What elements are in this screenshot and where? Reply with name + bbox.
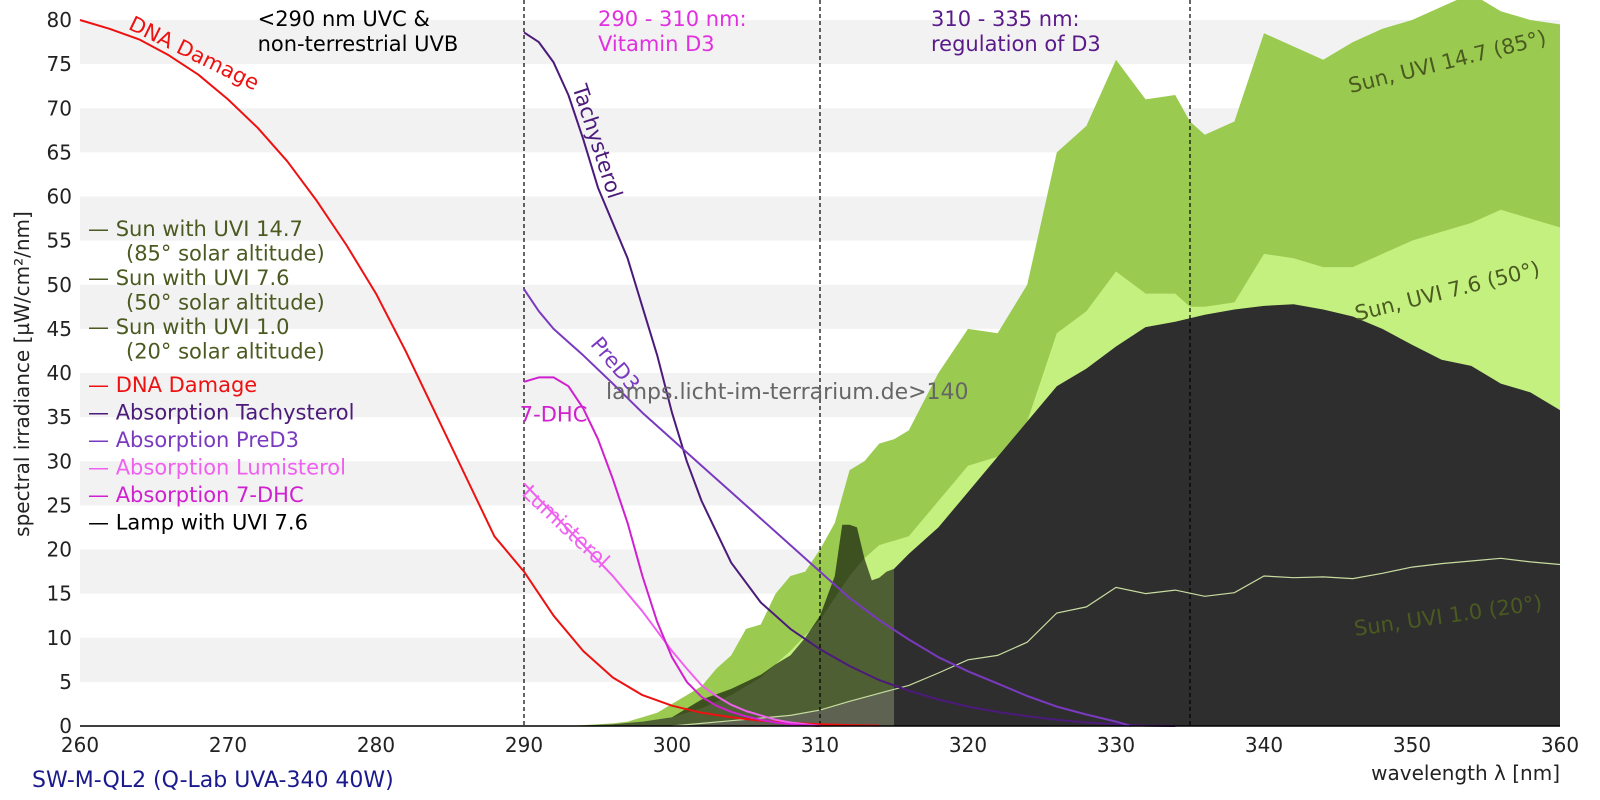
y-axis-label: spectral irradiance [µW/cm²/nm]	[10, 211, 34, 537]
legend: — Sun with UVI 14.7 (85° solar altitude)—…	[88, 217, 355, 535]
y-tick-label: 45	[47, 317, 72, 341]
y-tick-label: 15	[47, 582, 72, 606]
y-tick-label: 75	[47, 52, 72, 76]
y-tick-label: 30	[47, 449, 72, 473]
legend-entry-symbol: —	[88, 315, 116, 339]
y-tick-label: 60	[47, 185, 72, 209]
range-header-line: <290 nm UVC &	[258, 7, 430, 31]
x-tick-label: 260	[61, 733, 99, 757]
y-tick-label: 10	[47, 626, 72, 650]
x-tick-label: 330	[1097, 733, 1135, 757]
legend-entry-line: (20° solar altitude)	[126, 340, 325, 364]
y-tick-label: 0	[59, 714, 72, 738]
x-tick-label: 310	[801, 733, 839, 757]
series-dna-damage	[79, 19, 880, 727]
range-header: 290 - 310 nm: Vitamin D3	[598, 7, 747, 56]
legend-entry-symbol: —	[88, 483, 116, 507]
x-axis-label: wavelength λ [nm]	[1371, 761, 1560, 785]
legend-entry-lamp-with-uvi-7-6: — Lamp with UVI 7.6	[88, 511, 308, 535]
range-header: <290 nm UVC & non-terrestrial UVB	[258, 7, 459, 56]
legend-entry-symbol: —	[88, 373, 116, 397]
range-header-line: Vitamin D3	[598, 32, 715, 56]
x-tick-label: 350	[1393, 733, 1431, 757]
legend-entry-line: Absorption 7-DHC	[116, 483, 304, 507]
y-tick-label: 80	[47, 8, 72, 32]
y-tick-label: 20	[47, 538, 72, 562]
legend-entry-sun-with-uvi-14-7: — Sun with UVI 14.7 (85° solar altitude)	[88, 217, 325, 266]
range-headers: <290 nm UVC & non-terrestrial UVB 290 - 31…	[258, 7, 1101, 56]
legend-entry-sun-with-uvi-7-6: — Sun with UVI 7.6 (50° solar altitude)	[88, 266, 325, 315]
absorption-curves	[79, 19, 1176, 727]
footer-lamp-name: SW-M-QL2 (Q-Lab UVA-340 40W)	[32, 768, 394, 793]
y-tick-label: 70	[47, 96, 72, 120]
legend-entry-symbol: —	[88, 217, 116, 241]
legend-entry-absorption-7-dhc: — Absorption 7-DHC	[88, 483, 304, 507]
x-tick-label: 360	[1541, 733, 1579, 757]
x-tick-label: 280	[357, 733, 395, 757]
range-divider-lines	[523, 0, 1191, 726]
area-lamp-with-uvi-7-6	[894, 304, 1560, 726]
legend-entry-line: Sun with UVI 7.6	[116, 266, 290, 290]
area-lamp-with-uvi-7-6	[568, 524, 894, 726]
legend-entry-line: (85° solar altitude)	[126, 242, 325, 266]
y-tick-label: 65	[47, 140, 72, 164]
spectrum-areas	[568, 0, 1561, 727]
x-tick-label: 340	[1245, 733, 1283, 757]
y-tick-label: 40	[47, 361, 72, 385]
legend-entry-line: Sun with UVI 1.0	[116, 315, 290, 339]
range-header-line: 290 - 310 nm:	[598, 7, 747, 31]
series-absorption-pred3	[523, 288, 1132, 727]
legend-entry-absorption-tachysterol: — Absorption Tachysterol	[88, 401, 355, 425]
y-tick-label: 55	[47, 229, 72, 253]
x-tick-label: 300	[653, 733, 691, 757]
legend-entry-line: Sun with UVI 14.7	[116, 217, 303, 241]
range-header-line: regulation of D3	[931, 32, 1101, 56]
legend-entry-line: DNA Damage	[116, 373, 258, 397]
legend-entry-line: Absorption Lumisterol	[116, 456, 346, 480]
y-tick-label: 5	[59, 670, 72, 694]
x-tick-label: 290	[505, 733, 543, 757]
series-absorption-lumisterol	[523, 482, 821, 727]
range-header: 310 - 335 nm: regulation of D3	[931, 7, 1101, 56]
legend-entry-symbol: —	[88, 456, 116, 480]
legend-entry-symbol: —	[88, 266, 116, 290]
y-tick-label: 50	[47, 273, 72, 297]
curve-label-7-dhc: 7-DHC	[520, 403, 588, 427]
legend-entry-sun-with-uvi-1-0: — Sun with UVI 1.0 (20° solar altitude)	[88, 315, 325, 364]
series-absorption-7-dhc	[523, 376, 821, 727]
watermark: lamps.licht-im-terrarium.de>140	[606, 380, 969, 405]
range-header-line: non-terrestrial UVB	[258, 32, 459, 56]
legend-entry-absorption-pred3: — Absorption PreD3	[88, 428, 299, 452]
legend-entry-line: Lamp with UVI 7.6	[116, 511, 308, 535]
legend-entry-line: Absorption Tachysterol	[116, 401, 355, 425]
legend-entry-absorption-lumisterol: — Absorption Lumisterol	[88, 456, 346, 480]
range-header-line: 310 - 335 nm:	[931, 7, 1080, 31]
x-tick-label: 320	[949, 733, 987, 757]
y-tick-label: 35	[47, 405, 72, 429]
series-absorption-tachysterol	[523, 31, 1176, 727]
x-tick-label: 270	[209, 733, 247, 757]
legend-entry-symbol: —	[88, 401, 116, 425]
legend-entry-dna-damage: — DNA Damage	[88, 373, 257, 397]
tick-labels: 260 270 280 290 300 310 320 330 340 350 360 0 5 10 15 2…	[47, 8, 1580, 757]
legend-entry-line: (50° solar altitude)	[126, 291, 325, 315]
legend-entry-line: Absorption PreD3	[116, 428, 299, 452]
y-tick-label: 25	[47, 493, 72, 517]
legend-entry-symbol: —	[88, 428, 116, 452]
legend-entry-symbol: —	[88, 511, 116, 535]
